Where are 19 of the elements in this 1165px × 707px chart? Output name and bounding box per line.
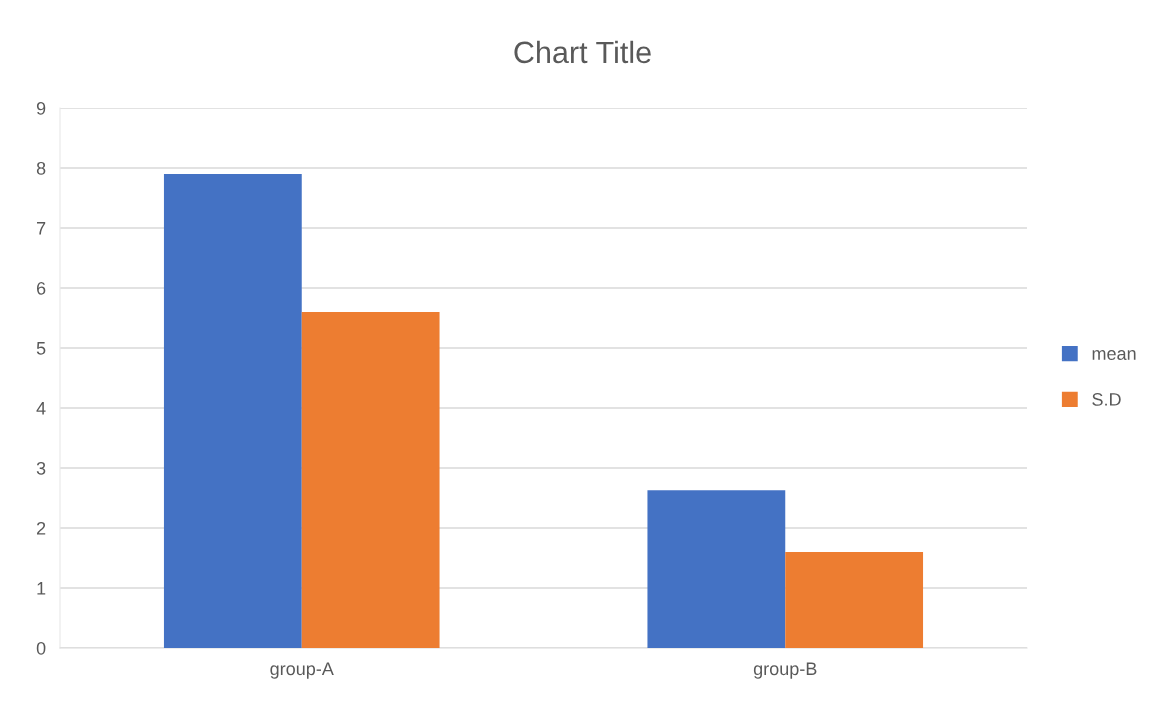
y-tick-label: 0 (36, 641, 46, 655)
y-tick-label: 5 (36, 342, 46, 355)
x-tick-label: group-A (270, 662, 334, 679)
bar (301, 312, 440, 648)
chart-title: Chart Title (514, 40, 651, 64)
y-tick-label: 2 (36, 521, 46, 535)
y-tick-label: 1 (37, 582, 46, 595)
legend-label: mean (1092, 350, 1136, 360)
y-tick-label: 3 (36, 461, 46, 475)
x-tick-label: group-B (753, 662, 817, 679)
y-tick-label: 7 (37, 222, 46, 235)
y-tick-label: 4 (36, 402, 46, 415)
bar (785, 552, 924, 648)
y-tick-label: 8 (36, 161, 46, 175)
y-tick-label: 6 (36, 281, 46, 295)
legend-label: S.D (1092, 393, 1121, 406)
bar (647, 490, 786, 648)
y-tick-label: 9 (36, 101, 46, 115)
bar (163, 174, 302, 648)
